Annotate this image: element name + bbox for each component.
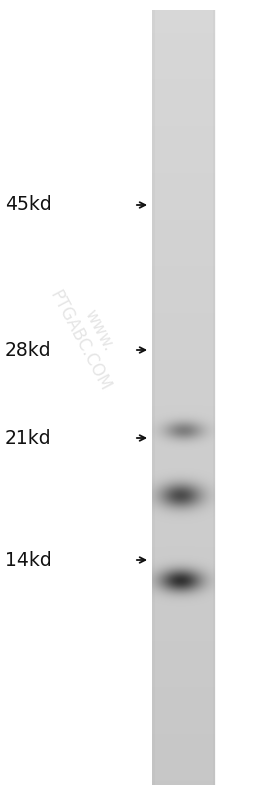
Text: www.
PTGABC.COM: www. PTGABC.COM bbox=[46, 277, 133, 394]
Text: 45kd: 45kd bbox=[5, 196, 52, 214]
Bar bbox=[152, 10, 215, 785]
Text: 14kd: 14kd bbox=[5, 551, 52, 570]
Text: 21kd: 21kd bbox=[5, 428, 52, 447]
Text: 28kd: 28kd bbox=[5, 340, 52, 360]
